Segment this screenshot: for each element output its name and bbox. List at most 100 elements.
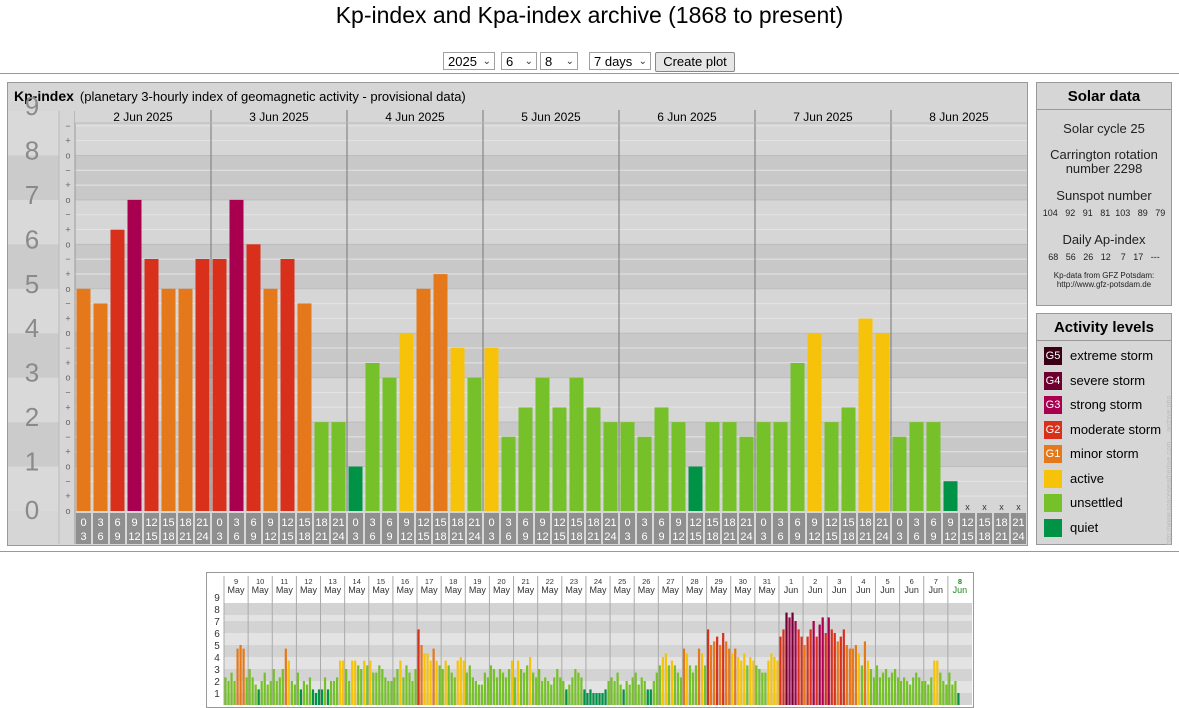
hour-label-bottom: 6	[505, 531, 511, 543]
overview-bar	[776, 660, 779, 705]
overview-bar	[622, 689, 625, 705]
hour-label-bottom: 24	[740, 531, 752, 543]
hour-cell	[773, 513, 788, 544]
kp-bar	[467, 377, 482, 511]
overview-day-num: 26	[642, 577, 650, 586]
day-label: 4 Jun 2025	[385, 110, 445, 124]
overview-bar	[236, 648, 239, 705]
hour-label-top: 15	[162, 517, 174, 529]
overview-bar	[900, 681, 903, 705]
overview-bar	[658, 665, 661, 705]
hour-label-bottom: 18	[978, 531, 990, 543]
overview-band	[224, 633, 972, 645]
hour-label-top: 12	[417, 517, 429, 529]
overview-bar	[761, 672, 764, 705]
kp-bar	[314, 422, 329, 511]
overview-month: May	[421, 585, 439, 595]
hour-label-bottom: 6	[777, 531, 783, 543]
overview-bar	[498, 669, 502, 705]
hour-cell	[705, 513, 720, 544]
overview-bar	[339, 660, 342, 705]
carrington-line2: number 2298	[1065, 161, 1143, 176]
y-tick-label: 4	[25, 313, 39, 343]
hour-label-top: 12	[961, 517, 973, 529]
hour-label-bottom: 24	[196, 531, 208, 543]
hour-cell	[858, 513, 873, 544]
source-link[interactable]: http://www.gfz-potsdam.de	[1056, 280, 1152, 289]
overview-bar	[878, 677, 882, 705]
overview-bar	[447, 665, 450, 705]
ap-label: Daily Ap-index	[1062, 232, 1146, 247]
hour-cell	[297, 513, 312, 544]
overview-day-num: 2	[813, 577, 817, 586]
year-select[interactable]: 2025 ⌄	[443, 52, 495, 70]
hour-label-top: 3	[641, 517, 647, 529]
y-tick-label: 6	[25, 224, 39, 254]
hour-cell	[790, 513, 805, 544]
hour-label-top: 18	[179, 517, 191, 529]
hour-label-bottom: 18	[434, 531, 446, 543]
overview-month: May	[228, 585, 246, 595]
day-label: 3 Jun 2025	[249, 110, 309, 124]
kp-bar	[671, 422, 686, 511]
hour-label-bottom: 12	[536, 531, 548, 543]
overview-month: May	[372, 585, 390, 595]
hour-label-bottom: 24	[604, 531, 616, 543]
y-subtick: −	[65, 343, 70, 353]
overview-bar	[477, 684, 480, 705]
kp-bar	[110, 229, 125, 511]
hour-label-bottom: 21	[315, 531, 327, 543]
y-band	[8, 111, 59, 156]
overview-bar	[423, 653, 426, 705]
y-subtick: +	[65, 225, 70, 235]
hour-label-top: 21	[1012, 517, 1024, 529]
overview-bar	[263, 672, 266, 705]
hour-label-top: 3	[913, 517, 919, 529]
overview-band	[224, 681, 972, 693]
month-select[interactable]: 6 ⌄	[501, 52, 537, 70]
overview-bar	[357, 665, 360, 705]
overview-bar	[951, 684, 954, 705]
y-subtick: −	[65, 476, 70, 486]
overview-bar	[580, 677, 583, 705]
overview-bar	[541, 681, 544, 705]
activity-heading: Activity levels	[1037, 314, 1171, 341]
create-plot-button[interactable]: Create plot	[655, 52, 735, 72]
overview-y-label: 7	[214, 617, 220, 628]
overview-bar	[399, 660, 402, 705]
overview-bar	[405, 665, 408, 705]
overview-bar	[637, 684, 640, 705]
day-header-bg	[891, 110, 1027, 123]
overview-bar	[513, 677, 517, 705]
hour-label-top: 6	[522, 517, 528, 529]
overview-bar	[933, 660, 936, 705]
hour-label-top: 15	[706, 517, 718, 529]
hour-label-top: 6	[250, 517, 256, 529]
overview-day-num: 27	[666, 577, 674, 586]
overview-day-num: 28	[690, 577, 698, 586]
overview-bar	[583, 689, 586, 705]
overview-bar	[459, 657, 462, 705]
range-select[interactable]: 7 days ⌄	[589, 52, 651, 70]
hour-cell	[246, 513, 261, 544]
overview-bar	[918, 677, 921, 705]
hour-label-top: 6	[930, 517, 936, 529]
day-header-bg	[75, 110, 211, 123]
y-subtick: +	[65, 358, 70, 368]
range-value: 7 days	[594, 54, 633, 69]
y-subtick: +	[65, 269, 70, 279]
y-subtick: −	[65, 210, 70, 220]
overview-bar	[227, 681, 230, 705]
day-select[interactable]: 8 ⌄	[540, 52, 578, 70]
hour-label-bottom: 9	[794, 531, 800, 543]
overview-bar	[676, 672, 680, 705]
overview-bar	[896, 677, 900, 705]
overview-bar	[492, 669, 496, 705]
hour-cell	[688, 513, 703, 544]
legend-label: active	[1070, 470, 1104, 486]
top-divider	[0, 73, 1179, 74]
hour-label-top: 9	[947, 517, 953, 529]
overview-bar	[652, 681, 655, 705]
overview-band	[224, 621, 972, 633]
kp-bar	[518, 407, 533, 511]
